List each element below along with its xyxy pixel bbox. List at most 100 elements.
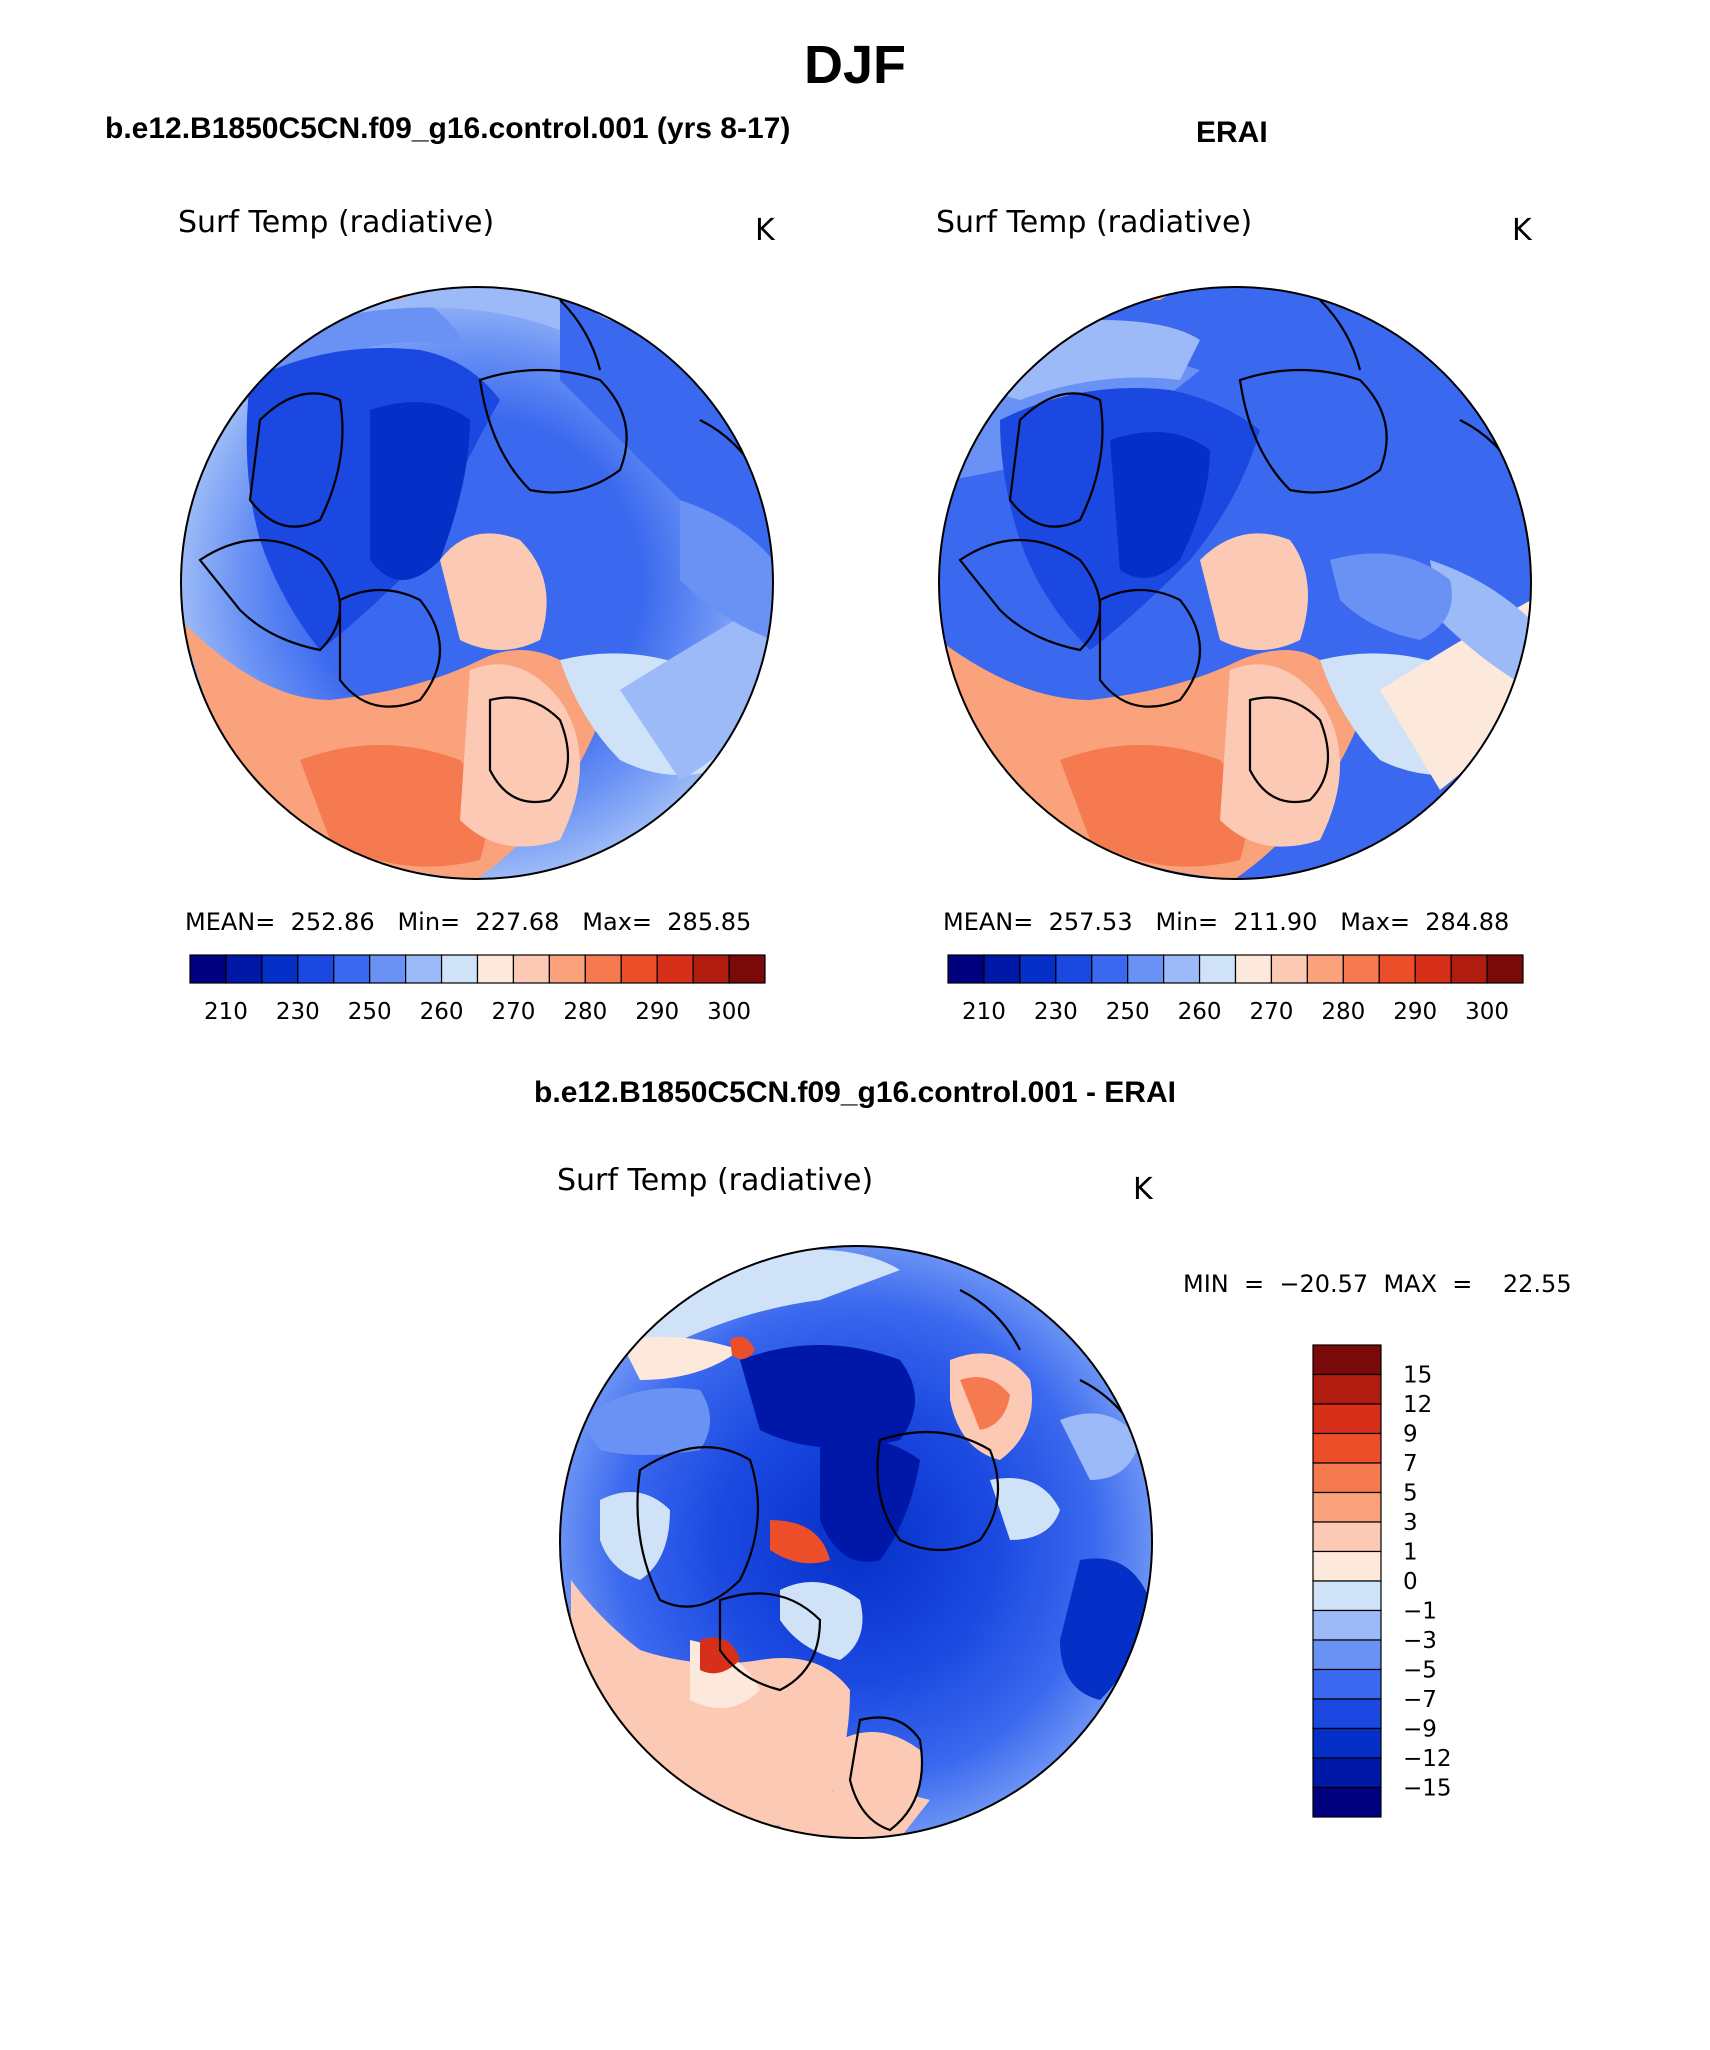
colorbar-tick-label: 250 — [1106, 999, 1150, 1025]
colorbar-tick-label: −12 — [1403, 1746, 1452, 1772]
colorbar-swatch — [1019, 954, 1057, 984]
colorbar-tick-label: 270 — [491, 999, 535, 1025]
colorbar-tick-label: 280 — [563, 999, 607, 1025]
colorbar-difference: 15 12 9 7 5 3 1 0 −1 −3 −5 −7 −9 −12 −15 — [1312, 1344, 1452, 1818]
colorbar-tick-label: −15 — [1403, 1776, 1452, 1802]
colorbar-swatch — [1198, 954, 1237, 984]
colorbar-swatch — [1312, 1432, 1382, 1464]
colorbar-swatch — [1312, 1403, 1382, 1435]
colorbar-swatch — [620, 954, 658, 984]
colorbar-tick-label: 5 — [1403, 1481, 1418, 1507]
colorbar-tick-label: 250 — [348, 999, 392, 1025]
colorbar-tick-label: 9 — [1403, 1422, 1418, 1448]
page-title: DJF — [803, 35, 906, 95]
colorbar-tick-label: 260 — [420, 999, 464, 1025]
colorbar-swatch — [1312, 1550, 1382, 1582]
colorbar-tick-label: −3 — [1403, 1628, 1437, 1654]
colorbar-swatch — [1312, 1639, 1382, 1671]
colorbar-swatch — [225, 954, 263, 984]
colorbar-swatch — [261, 954, 299, 984]
colorbar-tick-label: 1 — [1403, 1540, 1418, 1566]
colorbar-tick-label: 280 — [1321, 999, 1365, 1025]
diff-field-label: Surf Temp (radiative) — [557, 1163, 874, 1198]
panel-left-field-label: Surf Temp (radiative) — [178, 205, 495, 240]
colorbar-tick-label: −5 — [1403, 1658, 1437, 1684]
colorbar-tick-label: 3 — [1403, 1510, 1418, 1536]
colorbar-tick-label: 300 — [1465, 999, 1509, 1025]
diff-stats: MIN = −20.57 MAX = 22.55 — [1183, 1270, 1572, 1298]
colorbar-tick-label: −9 — [1403, 1717, 1437, 1743]
colorbar-swatch — [1306, 954, 1344, 984]
colorbar-tick-label: 7 — [1403, 1451, 1418, 1477]
colorbar-swatch — [1312, 1786, 1382, 1818]
colorbar-swatch — [947, 954, 985, 984]
colorbar-swatch — [1486, 954, 1524, 984]
colorbar-tick-label: 230 — [276, 999, 320, 1025]
diff-units: K — [1133, 1172, 1153, 1207]
colorbar-swatch — [476, 954, 515, 984]
map-difference-outline — [559, 1245, 1153, 1839]
colorbar-tick-label: 290 — [1393, 999, 1437, 1025]
panel-left-units: K — [755, 213, 775, 248]
colorbar-swatch — [1312, 1491, 1382, 1523]
colorbar-swatch — [1312, 1521, 1382, 1553]
colorbar-tick-label: 230 — [1034, 999, 1078, 1025]
colorbar-swatch — [369, 954, 407, 984]
colorbar-swatch — [1312, 1373, 1382, 1405]
colorbar-swatch — [1163, 954, 1201, 984]
colorbar-tick-label: −7 — [1403, 1687, 1437, 1713]
map-model-polar — [181, 287, 773, 879]
diff-header: b.e12.B1850C5CN.f09_g16.control.001 - ER… — [534, 1076, 1176, 1109]
colorbar-swatch — [1270, 954, 1308, 984]
colorbar-swatch — [584, 954, 622, 984]
colorbar-swatch — [1312, 1698, 1382, 1730]
colorbar-tick-label: 290 — [635, 999, 679, 1025]
colorbar-erai: 210 230 250 260 270 280 290 300 — [947, 954, 1524, 1025]
colorbar-swatch — [728, 954, 766, 984]
colorbar-swatch — [1234, 954, 1273, 984]
colorbar-tick-label: 210 — [962, 999, 1006, 1025]
map-difference-polar — [560, 1246, 1152, 1838]
colorbar-swatch — [656, 954, 694, 984]
colorbar-swatch — [1312, 1462, 1382, 1494]
colorbar-tick-label: 270 — [1249, 999, 1293, 1025]
colorbar-tick-label: 12 — [1403, 1392, 1432, 1418]
colorbar-swatch — [512, 954, 550, 984]
colorbar-swatch — [1312, 1580, 1382, 1612]
colorbar-tick-label: −1 — [1403, 1599, 1437, 1625]
colorbar-tick-label: 15 — [1403, 1363, 1432, 1389]
colorbar-swatch — [983, 954, 1021, 984]
colorbar-swatch — [405, 954, 443, 984]
colorbar-swatch — [1055, 954, 1093, 984]
colorbar-swatch — [1414, 954, 1452, 984]
colorbar-tick-label: 260 — [1178, 999, 1222, 1025]
colorbar-swatch — [1312, 1757, 1382, 1789]
colorbar-swatch — [1342, 954, 1380, 984]
colorbar-swatch — [440, 954, 479, 984]
panel-right-field-label: Surf Temp (radiative) — [936, 205, 1253, 240]
colorbar-tick-label: 300 — [707, 999, 751, 1025]
colorbar-tick-label: 0 — [1403, 1569, 1418, 1595]
colorbar-swatch — [1450, 954, 1488, 984]
panel-left-header: b.e12.B1850C5CN.f09_g16.control.001 (yrs… — [105, 112, 791, 145]
colorbar-swatch — [1312, 1668, 1382, 1700]
panel-right-stats: MEAN= 257.53 Min= 211.90 Max= 284.88 — [943, 908, 1510, 936]
colorbar-swatch — [1312, 1344, 1382, 1376]
colorbar-swatch — [1312, 1609, 1382, 1641]
map-erai-outline — [938, 286, 1532, 880]
colorbar-swatch — [189, 954, 227, 984]
colorbar-swatch — [1127, 954, 1165, 984]
colorbar-tick-label: 210 — [204, 999, 248, 1025]
panel-right-units: K — [1512, 213, 1532, 248]
map-model-outline — [180, 286, 774, 880]
panel-right-header: ERAI — [1196, 116, 1268, 149]
colorbar-swatch — [548, 954, 586, 984]
colorbar-swatch — [297, 954, 335, 984]
colorbar-swatch — [333, 954, 371, 984]
map-erai-polar — [939, 287, 1531, 879]
colorbar-swatch — [1378, 954, 1416, 984]
colorbar-swatch — [1091, 954, 1129, 984]
colorbar-swatch — [1312, 1727, 1382, 1759]
colorbar-model: 210 230 250 260 270 280 290 300 — [189, 954, 766, 1025]
